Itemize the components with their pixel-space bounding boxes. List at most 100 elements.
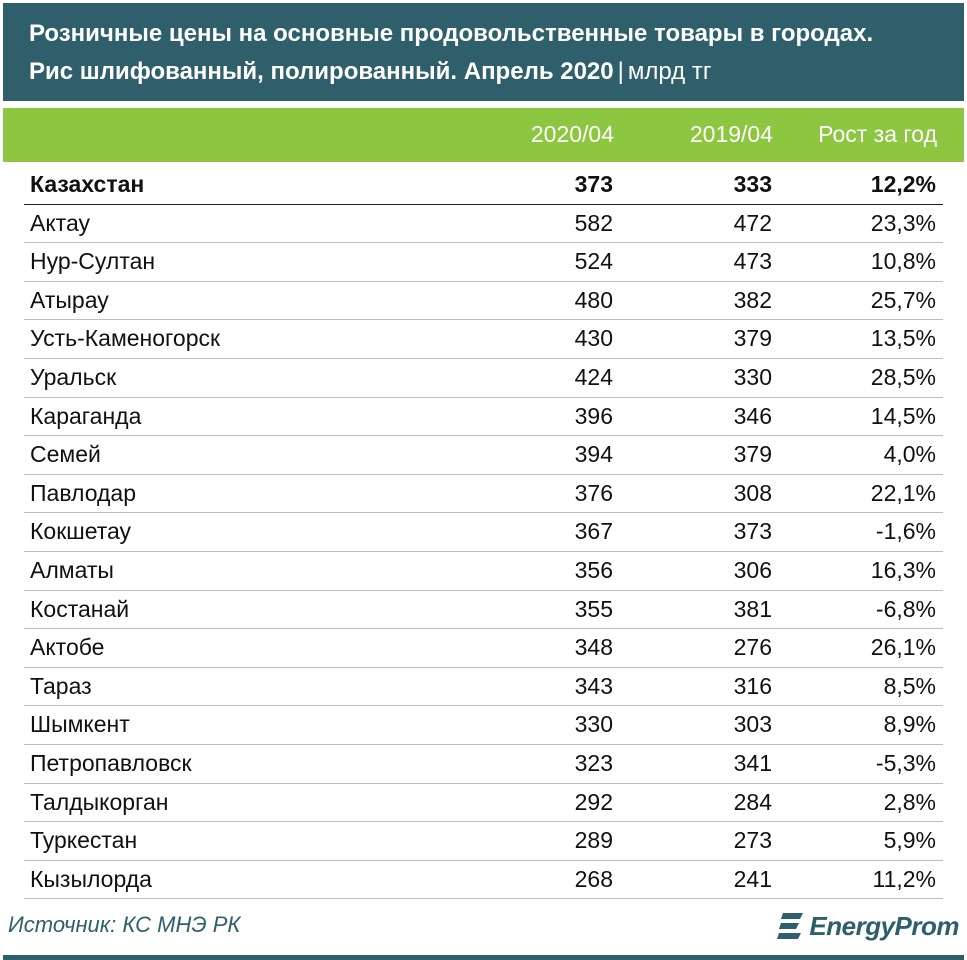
growth-value: 8,5% — [883, 672, 936, 699]
column-header-row: 2020/04 2019/04 Рост за год — [3, 108, 964, 162]
value-2019: 276 — [733, 634, 772, 661]
growth-value: 25,7% — [870, 286, 936, 313]
table-row: Усть-Каменогорск 430 379 13,5% — [24, 320, 943, 359]
city-name: Кокшетау — [30, 518, 132, 545]
table-row: Уральск 424 330 28,5% — [24, 359, 943, 398]
city-name: Атырау — [30, 286, 109, 313]
unit-label: млрд тг — [627, 58, 712, 85]
value-2020: 367 — [574, 518, 613, 545]
title-separator: | — [617, 58, 624, 85]
city-name: Павлодар — [30, 479, 136, 506]
chart-subtitle: Рис шлифованный, полированный. Апрель 20… — [29, 58, 614, 85]
energyprom-logo-text: EnergyProm — [809, 910, 959, 941]
growth-value: 13,5% — [870, 325, 936, 352]
city-name: Петропавловск — [30, 749, 192, 776]
growth-value: -5,3% — [875, 749, 936, 776]
value-2020: 343 — [574, 672, 613, 699]
value-2019: 273 — [733, 827, 772, 854]
growth-value: 16,3% — [870, 556, 936, 583]
table-row: Костанай 355 381 -6,8% — [24, 591, 943, 630]
value-2019: 382 — [733, 286, 772, 313]
value-2020: 330 — [574, 711, 613, 738]
value-2019: 330 — [733, 363, 772, 390]
table-row: Караганда 396 346 14,5% — [24, 398, 943, 437]
city-name: Нур-Султан — [30, 248, 156, 275]
value-2020: 430 — [574, 325, 613, 352]
value-2019: 381 — [733, 595, 772, 622]
growth-value: 22,1% — [870, 479, 936, 506]
city-name: Шымкент — [30, 711, 130, 738]
city-name: Кызылорда — [30, 865, 152, 892]
city-name: Тараз — [30, 672, 92, 699]
city-name: Костанай — [30, 595, 130, 622]
growth-value: 8,9% — [883, 711, 936, 738]
table-row: Семей 394 379 4,0% — [24, 436, 943, 475]
bottom-bar — [3, 955, 964, 960]
city-name: Туркестан — [30, 827, 138, 854]
value-2020: 394 — [574, 441, 613, 468]
chart-title-line-1: Розничные цены на основные продовольстве… — [29, 20, 874, 47]
city-name: Караганда — [30, 402, 142, 429]
table-row: Тараз 343 316 8,5% — [24, 668, 943, 707]
value-2019: 303 — [733, 711, 772, 738]
value-2020: 323 — [574, 749, 613, 776]
value-2019: 373 — [733, 518, 772, 545]
value-2019: 316 — [733, 672, 772, 699]
value-2019: 472 — [733, 209, 772, 236]
city-name: Актобе — [30, 634, 105, 661]
table-row: Алматы 356 306 16,3% — [24, 552, 943, 591]
growth-value: 11,2% — [872, 865, 936, 892]
city-name: Казахстан — [30, 171, 145, 197]
growth-value: 12,2% — [870, 171, 936, 197]
table-body: Казахстан 373 333 12,2% Актау 582 472 23,3% Нур-… — [24, 166, 943, 900]
value-2019: 241 — [733, 865, 772, 892]
growth-value: 5,9% — [883, 827, 936, 854]
table-row: Атырау 480 382 25,7% — [24, 282, 943, 321]
value-2019: 308 — [733, 479, 772, 506]
column-header-2019: 2019/04 — [689, 121, 773, 147]
value-2019: 341 — [733, 749, 772, 776]
value-2020: 424 — [574, 363, 613, 390]
growth-value: 4,0% — [883, 441, 936, 468]
growth-value: 10,8% — [870, 248, 936, 275]
source-note: Источник: КС МНЭ РК — [8, 912, 241, 937]
value-2020: 289 — [574, 827, 613, 854]
column-header-growth: Рост за год — [818, 121, 937, 147]
value-2019: 346 — [733, 402, 772, 429]
value-2020: 582 — [574, 209, 613, 236]
chart-header: Розничные цены на основные продовольстве… — [3, 3, 964, 101]
table-row: Талдыкорган 292 284 2,8% — [24, 784, 943, 823]
table-row: Кызылорда 268 241 11,2% — [24, 861, 943, 900]
value-2020: 292 — [574, 788, 613, 815]
growth-value: 23,3% — [870, 209, 936, 236]
value-2020: 373 — [574, 171, 613, 197]
value-2019: 284 — [733, 788, 772, 815]
growth-value: 2,8% — [883, 788, 936, 815]
table-row: Нур-Султан 524 473 10,8% — [24, 243, 943, 282]
growth-value: -6,8% — [875, 595, 936, 622]
value-2020: 396 — [574, 402, 613, 429]
city-name: Алматы — [30, 556, 114, 583]
value-2019: 473 — [733, 248, 772, 275]
energyprom-logo-icon — [777, 913, 804, 939]
table-row: Кокшетау 367 373 -1,6% — [24, 513, 943, 552]
value-2020: 268 — [574, 865, 613, 892]
energyprom-logo: EnergyProm — [777, 906, 959, 946]
table-row: Шымкент 330 303 8,9% — [24, 706, 943, 745]
table-row: Павлодар 376 308 22,1% — [24, 475, 943, 514]
city-name: Усть-Каменогорск — [30, 325, 221, 352]
city-name: Актау — [30, 209, 90, 236]
value-2019: 379 — [733, 325, 772, 352]
growth-value: 26,1% — [870, 634, 936, 661]
column-header-2020: 2020/04 — [530, 121, 614, 147]
value-2020: 524 — [574, 248, 613, 275]
table-row: Актобе 348 276 26,1% — [24, 629, 943, 668]
value-2020: 355 — [574, 595, 613, 622]
value-2020: 348 — [574, 634, 613, 661]
value-2020: 376 — [574, 479, 613, 506]
value-2020: 356 — [574, 556, 613, 583]
table-row: Актау 582 472 23,3% — [24, 205, 943, 244]
table-row: Петропавловск 323 341 -5,3% — [24, 745, 943, 784]
table-row-total: Казахстан 373 333 12,2% — [24, 166, 943, 205]
chart-title-line-2: Рис шлифованный, полированный. Апрель 20… — [29, 53, 964, 91]
